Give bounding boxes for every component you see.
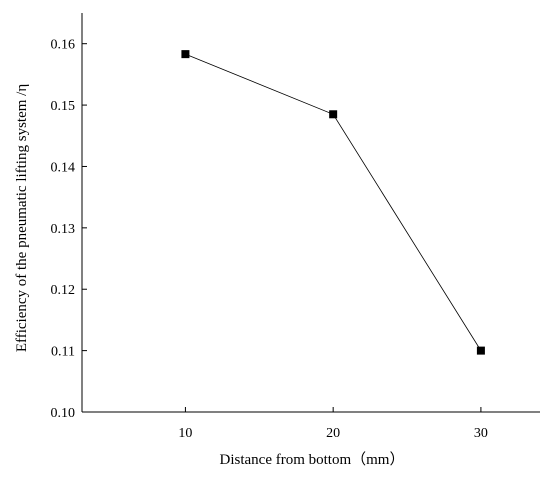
data-point-marker — [329, 110, 338, 119]
series-line — [185, 53, 482, 351]
data-point-marker — [181, 50, 190, 59]
y-tick-label: 0.15 — [51, 99, 76, 114]
y-tick-label: 0.14 — [51, 160, 76, 175]
y-axis-title: Efficiency of the pneumatic lifting syst… — [14, 84, 30, 352]
y-tick-label: 0.10 — [51, 406, 76, 421]
y-tick-label: 0.11 — [51, 345, 75, 360]
x-tick-label: 20 — [326, 426, 340, 441]
data-series — [181, 50, 485, 355]
y-tick-label: 0.12 — [51, 283, 76, 298]
x-ticks: 10 20 30 — [178, 407, 488, 441]
data-point-marker — [476, 346, 485, 355]
x-tick-label: 10 — [178, 426, 192, 441]
y-ticks: 0.10 0.11 0.12 0.13 0.14 0.15 0.16 — [51, 38, 87, 421]
y-tick-label: 0.16 — [51, 38, 76, 53]
axes — [81, 13, 540, 413]
x-tick-label: 30 — [474, 426, 488, 441]
x-axis-title: Distance from bottom（mm） — [220, 451, 405, 468]
y-tick-label: 0.13 — [51, 222, 76, 237]
